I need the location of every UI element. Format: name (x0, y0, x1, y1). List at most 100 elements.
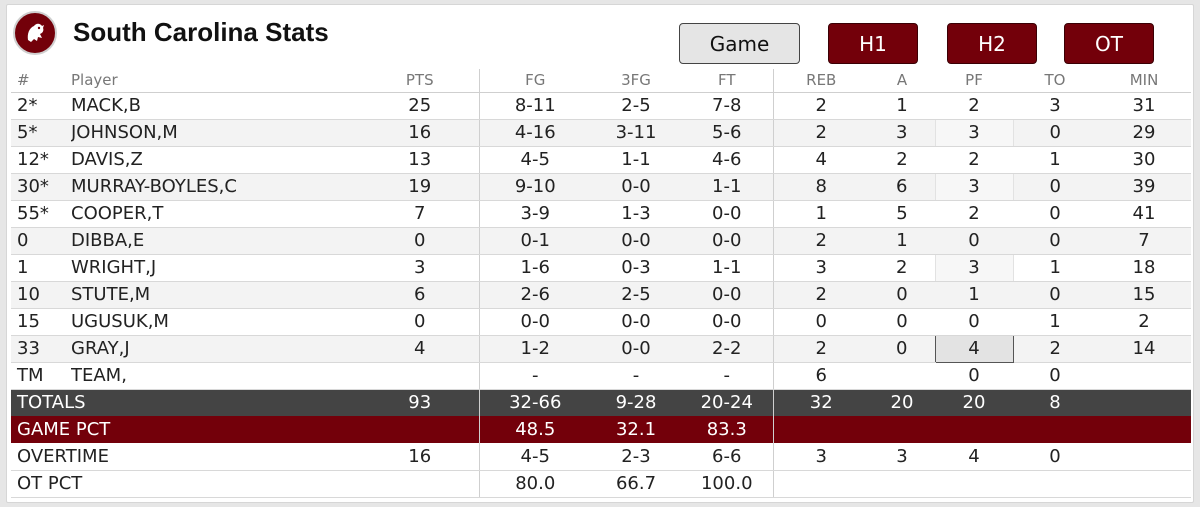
table-row[interactable]: 30* MURRAY-BOYLES,C 19 9-10 0-0 1-1 8 6 3 0 39 (11, 173, 1191, 201)
totals-reb: 32 (772, 389, 869, 416)
ot-button[interactable]: OT (1064, 23, 1154, 64)
cell-3fg: - (591, 362, 681, 390)
cell-number: 0 (11, 227, 71, 255)
col-header-min[interactable]: MIN (1097, 69, 1191, 93)
totals-min (1097, 389, 1191, 416)
cell-pts (361, 362, 479, 390)
ot-pct-row: OT PCT 80.0 66.7 100.0 (11, 470, 1191, 498)
overtime-ft: 6-6 (681, 443, 773, 471)
cell-number: 2* (11, 92, 71, 120)
game-pct-ft: 83.3 (681, 416, 773, 443)
col-header-a[interactable]: A (869, 69, 935, 93)
ot-pct-fg: 80.0 (478, 470, 591, 498)
overtime-3fg: 2-3 (591, 443, 681, 471)
cell-ft: 4-6 (681, 146, 773, 174)
cell-3fg: 1-3 (591, 200, 681, 228)
overtime-reb: 3 (772, 443, 869, 471)
col-header-pf[interactable]: PF (935, 69, 1013, 93)
cell-fg: 3-9 (478, 200, 591, 228)
cell-min: 7 (1097, 227, 1191, 255)
totals-fg: 32-66 (478, 389, 591, 416)
cell-player: UGUSUK,M (71, 308, 361, 336)
cell-reb: 2 (772, 281, 869, 309)
game-pct-label: GAME PCT (11, 416, 361, 443)
cell-to: 1 (1013, 308, 1097, 336)
table-row[interactable]: 10 STUTE,M 6 2-6 2-5 0-0 2 0 1 0 15 (11, 281, 1191, 309)
table-row[interactable]: TM TEAM, - - -6 0 0 (11, 362, 1191, 390)
cell-pf[interactable]: 3 (934, 173, 1014, 201)
totals-ft: 20-24 (681, 389, 773, 416)
cell-3fg: 3-11 (591, 119, 681, 147)
col-header-player[interactable]: Player (71, 69, 361, 93)
cell-pf[interactable]: 2 (935, 92, 1013, 120)
cell-to: 0 (1013, 227, 1097, 255)
cell-fg: 0-0 (478, 308, 591, 336)
cell-reb: 0 (772, 308, 869, 336)
cell-reb: 2 (772, 227, 869, 255)
table-row[interactable]: 2* MACK,B 25 8-11 2-5 7-8 2 1 2 3 31 (11, 92, 1191, 120)
cell-a: 2 (869, 146, 935, 174)
cell-min: 31 (1097, 92, 1191, 120)
cell-number: 12* (11, 146, 71, 174)
cell-number: 33 (11, 335, 71, 363)
cell-ft: 1-1 (681, 254, 773, 282)
table-row[interactable]: 15 UGUSUK,M 0 0-0 0-0 0-0 0 0 0 1 2 (11, 308, 1191, 336)
cell-reb: 6 (772, 362, 869, 390)
cell-player: DAVIS,Z (71, 146, 361, 174)
table-row[interactable]: 5* JOHNSON,M 16 4-16 3-11 5-6 2 3 3 0 29 (11, 119, 1191, 147)
ot-pct-3fg: 66.7 (591, 470, 681, 498)
cell-pf[interactable]: 3 (934, 119, 1014, 147)
cell-pts: 0 (361, 308, 479, 336)
table-row[interactable]: 12* DAVIS,Z 13 4-5 1-1 4-6 4 2 2 1 30 (11, 146, 1191, 174)
cell-pf[interactable]: 0 (935, 227, 1013, 255)
cell-reb: 2 (772, 119, 869, 147)
cell-pf[interactable]: 2 (935, 146, 1013, 174)
col-header-pts[interactable]: PTS (361, 69, 479, 93)
cell-reb: 3 (772, 254, 869, 282)
cell-pts: 13 (361, 146, 479, 174)
cell-min: 41 (1097, 200, 1191, 228)
col-header-3fg[interactable]: 3FG (591, 69, 681, 93)
cell-a: 6 (869, 173, 935, 201)
cell-ft: 5-6 (681, 119, 773, 147)
cell-pf[interactable]: 4 (934, 334, 1014, 363)
ot-pct-ft: 100.0 (681, 470, 773, 498)
game-button[interactable]: Game (679, 23, 800, 64)
h1-button[interactable]: H1 (828, 23, 918, 64)
cell-pf[interactable]: 0 (935, 308, 1013, 336)
cell-pf[interactable]: 3 (934, 254, 1014, 282)
col-header-fg[interactable]: FG (478, 69, 591, 93)
totals-label: TOTALS (11, 389, 361, 416)
cell-ft: 1-1 (681, 173, 773, 201)
table-row[interactable]: 1 WRIGHT,J 3 1-6 0-3 1-1 3 2 3 1 18 (11, 254, 1191, 282)
cell-pf[interactable]: 1 (935, 281, 1013, 309)
overtime-pf: 4 (935, 443, 1013, 471)
table-row[interactable]: 33 GRAY,J 4 1-2 0-0 2-2 2 0 4 2 14 (11, 334, 1191, 363)
table-row[interactable]: 55* COOPER,T 7 3-9 1-3 0-0 1 5 2 0 41 (11, 200, 1191, 228)
cell-number: 10 (11, 281, 71, 309)
col-header-to[interactable]: TO (1013, 69, 1097, 93)
cell-player: COOPER,T (71, 200, 361, 228)
box-score-table: # Player PTS FG 3FG FT REB A PF TO MIN 2… (11, 69, 1191, 498)
overtime-fg: 4-5 (478, 443, 591, 471)
col-header-reb[interactable]: REB (772, 69, 869, 93)
cell-a: 0 (869, 308, 935, 336)
cell-reb: 2 (772, 92, 869, 120)
col-header-ft[interactable]: FT (681, 69, 773, 93)
totals-pf: 20 (935, 389, 1013, 416)
overtime-min (1097, 443, 1191, 471)
cell-player: TEAM, (71, 362, 361, 390)
cell-pf[interactable]: 2 (935, 200, 1013, 228)
cell-fg: - (478, 362, 591, 390)
cell-ft: 0-0 (681, 281, 773, 309)
cell-pf[interactable]: 0 (935, 362, 1013, 390)
h2-button[interactable]: H2 (947, 23, 1037, 64)
overtime-to: 0 (1013, 443, 1097, 471)
cell-ft: 2-2 (681, 335, 773, 363)
cell-3fg: 2-5 (591, 92, 681, 120)
table-row[interactable]: 0 DIBBA,E 0 0-1 0-0 0-0 2 1 0 0 7 (11, 227, 1191, 255)
cell-3fg: 0-0 (591, 227, 681, 255)
cell-to: 0 (1013, 281, 1097, 309)
col-header-number[interactable]: # (11, 69, 71, 93)
cell-fg: 0-1 (478, 227, 591, 255)
